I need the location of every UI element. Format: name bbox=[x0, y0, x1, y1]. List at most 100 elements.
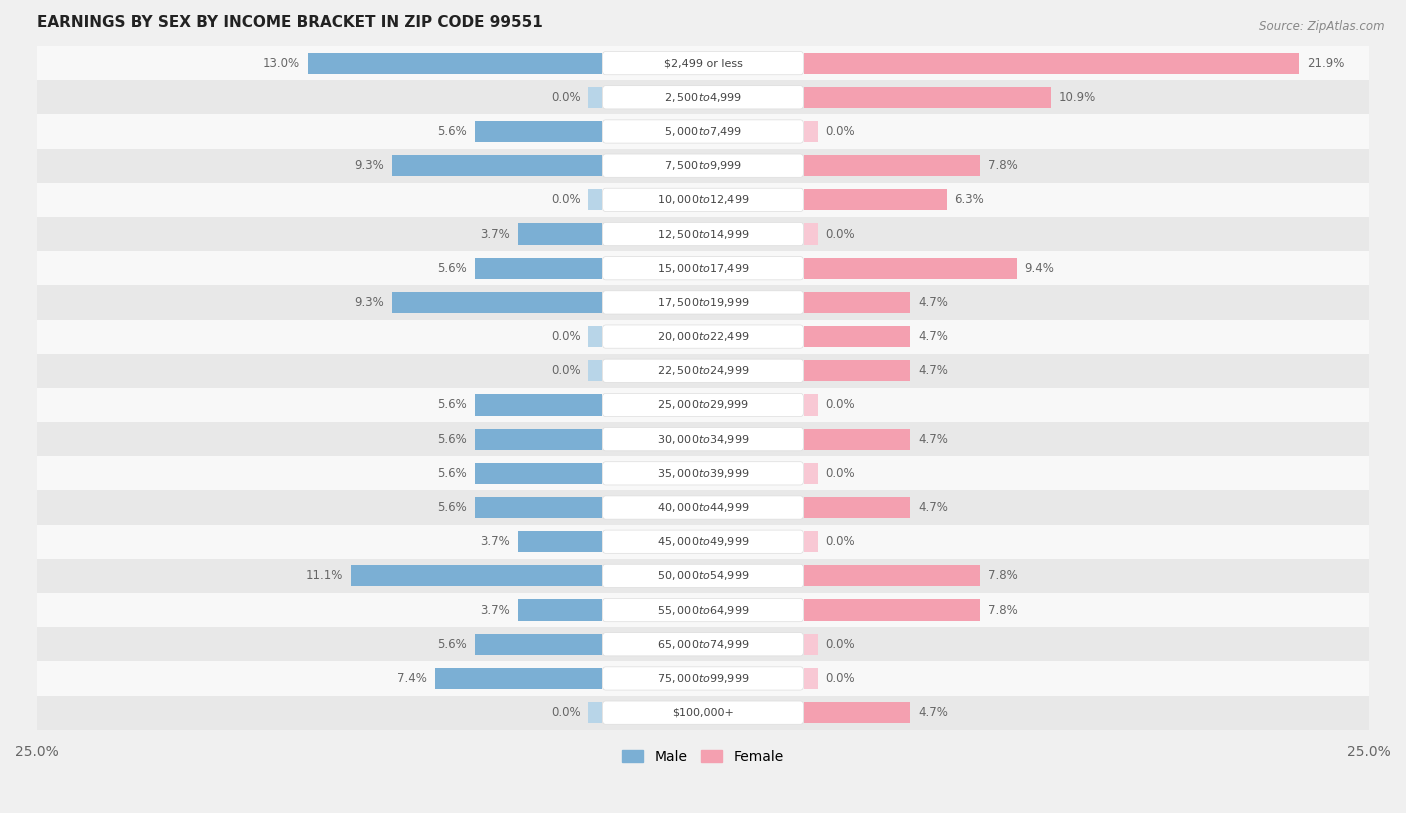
Bar bbox=[589, 87, 602, 108]
Bar bbox=[37, 422, 1369, 456]
Text: 0.0%: 0.0% bbox=[551, 364, 581, 377]
Bar bbox=[804, 531, 817, 552]
Bar bbox=[37, 524, 1369, 559]
Text: 0.0%: 0.0% bbox=[551, 193, 581, 207]
Text: 6.3%: 6.3% bbox=[955, 193, 984, 207]
Bar bbox=[37, 251, 1369, 285]
Bar bbox=[804, 667, 817, 689]
Text: 0.0%: 0.0% bbox=[825, 125, 855, 138]
Text: 4.7%: 4.7% bbox=[918, 330, 948, 343]
Text: 3.7%: 3.7% bbox=[481, 535, 510, 548]
Text: 7.4%: 7.4% bbox=[396, 672, 426, 685]
FancyBboxPatch shape bbox=[603, 257, 803, 280]
FancyBboxPatch shape bbox=[603, 598, 803, 622]
Bar bbox=[519, 224, 602, 245]
Bar bbox=[37, 80, 1369, 115]
Text: $2,499 or less: $2,499 or less bbox=[664, 58, 742, 68]
Text: $45,000 to $49,999: $45,000 to $49,999 bbox=[657, 535, 749, 548]
Bar bbox=[589, 360, 602, 381]
FancyBboxPatch shape bbox=[603, 359, 803, 382]
Bar bbox=[37, 149, 1369, 183]
Text: 5.6%: 5.6% bbox=[437, 637, 467, 650]
FancyBboxPatch shape bbox=[603, 496, 803, 520]
Text: 7.8%: 7.8% bbox=[988, 569, 1018, 582]
Text: 3.7%: 3.7% bbox=[481, 603, 510, 616]
FancyBboxPatch shape bbox=[603, 51, 803, 75]
Text: 0.0%: 0.0% bbox=[825, 467, 855, 480]
Text: 5.6%: 5.6% bbox=[437, 467, 467, 480]
Text: 0.0%: 0.0% bbox=[825, 637, 855, 650]
FancyBboxPatch shape bbox=[603, 701, 803, 724]
Text: $22,500 to $24,999: $22,500 to $24,999 bbox=[657, 364, 749, 377]
Text: 5.6%: 5.6% bbox=[437, 125, 467, 138]
Text: 4.7%: 4.7% bbox=[918, 706, 948, 720]
Text: 4.7%: 4.7% bbox=[918, 364, 948, 377]
Bar bbox=[475, 428, 602, 450]
Text: $35,000 to $39,999: $35,000 to $39,999 bbox=[657, 467, 749, 480]
Bar bbox=[475, 258, 602, 279]
Bar bbox=[804, 394, 817, 415]
Bar bbox=[37, 46, 1369, 80]
Bar bbox=[804, 463, 817, 484]
Legend: Male, Female: Male, Female bbox=[617, 745, 789, 770]
FancyBboxPatch shape bbox=[603, 189, 803, 211]
Bar bbox=[804, 155, 980, 176]
Text: 5.6%: 5.6% bbox=[437, 262, 467, 275]
Text: 0.0%: 0.0% bbox=[825, 398, 855, 411]
FancyBboxPatch shape bbox=[603, 223, 803, 246]
Bar bbox=[37, 115, 1369, 149]
Bar bbox=[37, 183, 1369, 217]
Bar bbox=[475, 463, 602, 484]
Bar bbox=[475, 633, 602, 654]
Text: 0.0%: 0.0% bbox=[825, 672, 855, 685]
Bar bbox=[37, 456, 1369, 490]
Text: $10,000 to $12,499: $10,000 to $12,499 bbox=[657, 193, 749, 207]
Text: Source: ZipAtlas.com: Source: ZipAtlas.com bbox=[1260, 20, 1385, 33]
FancyBboxPatch shape bbox=[603, 291, 803, 314]
Text: $55,000 to $64,999: $55,000 to $64,999 bbox=[657, 603, 749, 616]
Bar bbox=[519, 599, 602, 620]
Text: 4.7%: 4.7% bbox=[918, 501, 948, 514]
Bar bbox=[804, 121, 817, 142]
Text: 13.0%: 13.0% bbox=[263, 57, 299, 70]
Text: 0.0%: 0.0% bbox=[825, 535, 855, 548]
Text: 4.7%: 4.7% bbox=[918, 433, 948, 446]
Bar bbox=[804, 189, 946, 211]
Text: 9.4%: 9.4% bbox=[1025, 262, 1054, 275]
Text: $75,000 to $99,999: $75,000 to $99,999 bbox=[657, 672, 749, 685]
Text: $17,500 to $19,999: $17,500 to $19,999 bbox=[657, 296, 749, 309]
Text: $30,000 to $34,999: $30,000 to $34,999 bbox=[657, 433, 749, 446]
Text: 5.6%: 5.6% bbox=[437, 398, 467, 411]
Bar bbox=[37, 593, 1369, 627]
Text: $20,000 to $22,499: $20,000 to $22,499 bbox=[657, 330, 749, 343]
Bar bbox=[37, 320, 1369, 354]
Text: 11.1%: 11.1% bbox=[305, 569, 343, 582]
Bar bbox=[37, 661, 1369, 696]
Bar bbox=[804, 599, 980, 620]
Text: 9.3%: 9.3% bbox=[354, 159, 384, 172]
Bar bbox=[308, 53, 602, 74]
Bar bbox=[37, 285, 1369, 320]
FancyBboxPatch shape bbox=[603, 633, 803, 656]
FancyBboxPatch shape bbox=[603, 154, 803, 177]
Bar bbox=[804, 497, 911, 518]
FancyBboxPatch shape bbox=[603, 564, 803, 588]
Bar bbox=[37, 217, 1369, 251]
Bar bbox=[37, 354, 1369, 388]
Bar bbox=[37, 696, 1369, 730]
Text: 0.0%: 0.0% bbox=[551, 91, 581, 104]
Text: 0.0%: 0.0% bbox=[551, 330, 581, 343]
Bar bbox=[804, 224, 817, 245]
Text: 3.7%: 3.7% bbox=[481, 228, 510, 241]
Bar bbox=[37, 559, 1369, 593]
Text: 9.3%: 9.3% bbox=[354, 296, 384, 309]
Text: $7,500 to $9,999: $7,500 to $9,999 bbox=[664, 159, 742, 172]
Bar bbox=[804, 53, 1299, 74]
FancyBboxPatch shape bbox=[603, 428, 803, 450]
Bar bbox=[804, 633, 817, 654]
Bar bbox=[804, 258, 1017, 279]
Bar bbox=[37, 627, 1369, 661]
FancyBboxPatch shape bbox=[603, 85, 803, 109]
Text: 0.0%: 0.0% bbox=[551, 706, 581, 720]
Bar bbox=[37, 490, 1369, 524]
